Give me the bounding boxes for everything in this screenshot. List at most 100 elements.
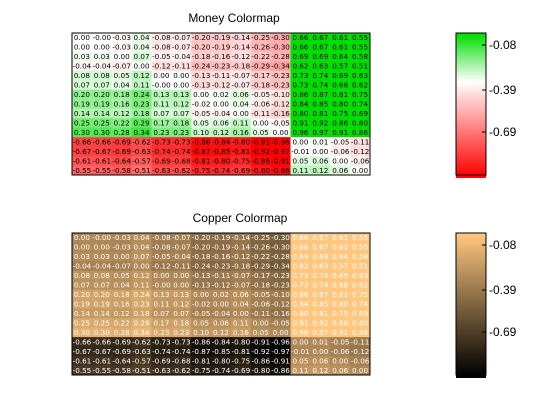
money-cell-label: 0.07 [173,109,189,118]
copper-cell-label: 0.86 [352,328,368,337]
money-cell-label: 0.05 [253,128,269,137]
copper-cell [330,280,351,291]
money-cell [270,137,291,147]
money-colorbar-swatch [456,52,486,56]
money-cell [151,108,172,119]
copper-colorbar-swatch [456,312,486,316]
copper-cell-label: -0.66 [73,337,92,346]
money-cell [191,165,212,176]
money-cell-label: 0.04 [114,81,130,90]
money-cell [111,42,132,53]
copper-cell-label: 0.05 [292,356,308,365]
copper-cell [91,242,113,253]
money-cell-label: -0.86 [251,156,270,165]
copper-cell [290,251,311,262]
money-colorbar-swatch [456,175,486,178]
money-colorbar-frame [455,32,487,176]
copper-cell-label: -0.84 [212,337,231,346]
copper-cell [330,356,351,366]
copper-cell-label: -0.11 [172,262,191,271]
money-cell [350,99,371,110]
copper-cell-label: -0.80 [232,337,251,346]
copper-colorbar-tick-label: -0.08 [489,238,517,252]
money-cell [230,33,252,43]
copper-colorbar-swatch [456,348,486,352]
money-cell-label: -0.63 [152,166,171,175]
money-cell [131,80,152,91]
copper-cell [91,346,113,357]
copper-colorbar-swatch [456,266,486,270]
money-cell [191,61,212,72]
copper-cell-label: -0.13 [192,271,211,280]
money-cell-label: -0.62 [172,166,191,175]
money-cell [171,156,192,166]
copper-colorbar-swatch [456,365,486,369]
copper-cell [330,242,351,253]
copper-cell [131,318,152,329]
money-cell-label: 0.57 [332,62,348,71]
money-cell-label: 0.73 [292,81,308,90]
money-cell [91,146,113,157]
money-cell-label: -0.91 [271,156,290,165]
copper-cell [191,289,212,300]
copper-cell-label: -0.85 [212,347,231,356]
money-cell [350,70,371,81]
money-cell [72,146,93,157]
copper-cell-label: 0.12 [173,300,189,309]
copper-cell-label: -0.86 [271,366,290,375]
copper-cell [111,318,132,329]
money-cell [171,33,192,43]
money-cell [91,89,113,100]
money-cell-label: -0.12 [152,62,171,71]
copper-cell-label: 0.04 [134,243,150,252]
money-cell-label: 0.22 [114,118,130,127]
money-cell [211,108,232,119]
copper-cell-label: -0.13 [192,281,211,290]
money-cell [171,108,192,119]
copper-cell-label: 0.69 [312,252,328,261]
money-colorbar-swatch [456,93,486,97]
copper-cell-label: -0.73 [152,337,171,346]
copper-cell-label: 0.63 [312,262,328,271]
money-cell-label: 0.05 [193,118,209,127]
copper-cell-label: -0.26 [251,243,270,252]
copper-colorbar-swatch [456,334,486,338]
copper-cell-label: -0.07 [172,233,191,242]
copper-cell-label: -0.11 [212,271,231,280]
copper-cell-label: 0.05 [114,271,130,280]
money-cell [111,99,132,110]
copper-cell [290,280,311,291]
copper-cell-label: 0.23 [173,328,189,337]
money-cell [350,146,371,157]
copper-cell-label: 0.57 [332,262,348,271]
copper-cell [151,327,172,338]
money-cell [171,80,192,91]
money-colorbar-swatch [456,54,486,58]
copper-cell-label: -0.69 [112,337,131,346]
copper-cell-label: -0.12 [152,262,171,271]
money-cell-label: 0.81 [312,109,328,118]
copper-cell-label: -0.69 [232,366,251,375]
money-cell [330,146,351,157]
money-cell-label: -0.18 [192,52,211,61]
money-cell-label: -0.61 [92,156,111,165]
money-colorbar-swatch [456,138,486,142]
copper-cell [350,308,371,319]
money-colorbar-swatch [456,69,486,73]
copper-colorbar-frame [455,232,487,376]
copper-cell [270,289,291,300]
money-cell-label: 0.00 [292,137,308,146]
money-cell-label: 0.85 [312,100,328,109]
money-colorbar-swatch [456,172,486,176]
copper-cell [211,308,232,319]
money-cell-label: 0.00 [352,166,368,175]
copper-heatmap: 0.00 -0.00 -0.03 0.04 -0.08 -0.07 -0.20 -0.19 -0… [72,233,371,376]
copper-cell [131,280,152,291]
copper-cell [111,233,132,243]
money-cell [250,146,272,157]
copper-colorbar-swatch [456,317,486,321]
money-cell-label: -0.20 [192,43,211,52]
copper-cell-label: -0.18 [192,252,211,261]
money-cell-label: -0.13 [192,71,211,80]
copper-cell-label: 0.22 [114,318,130,327]
